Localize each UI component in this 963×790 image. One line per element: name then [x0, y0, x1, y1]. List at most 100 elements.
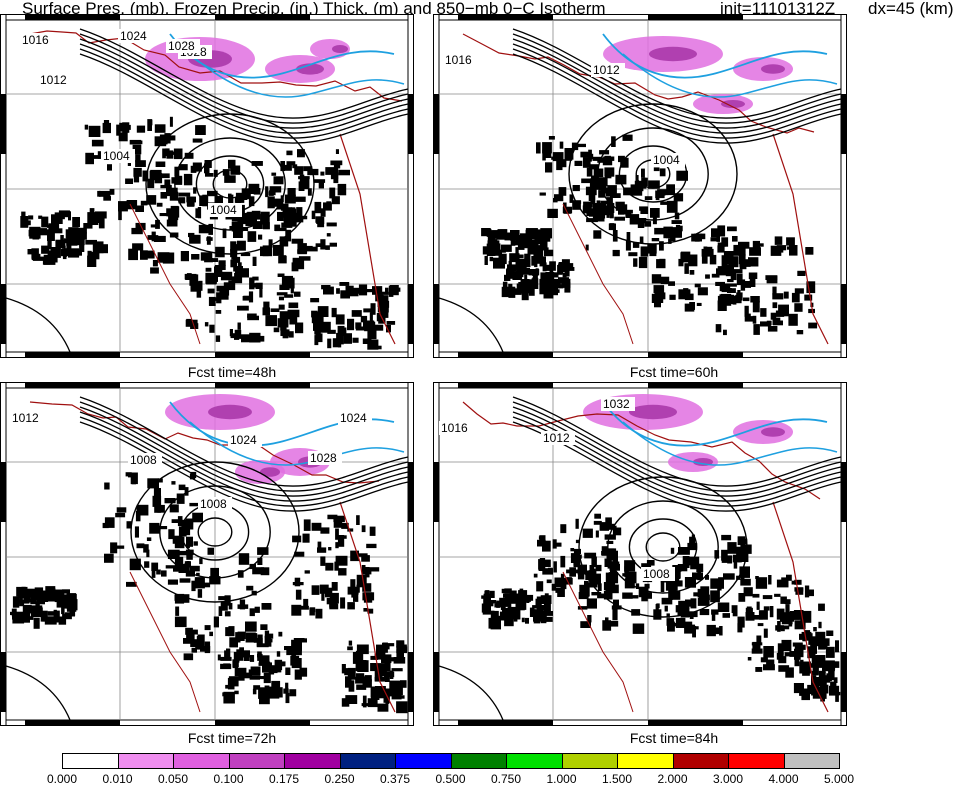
precip-cell	[484, 590, 489, 599]
precip-cell	[60, 248, 73, 257]
frame-tick-bar	[0, 462, 6, 522]
precip-cell	[267, 639, 273, 643]
precip-cell	[797, 270, 806, 276]
precip-cell	[87, 255, 97, 267]
precip-cell	[537, 539, 546, 547]
precip-cell	[558, 159, 567, 168]
panel-border	[433, 382, 847, 726]
precip-cell	[498, 251, 502, 262]
colorbar-tick-label: 3.000	[712, 772, 744, 786]
precip-cell	[195, 645, 205, 650]
precip-cell	[183, 173, 193, 186]
precip-cell	[603, 590, 613, 600]
precip-cell	[384, 662, 391, 672]
precip-cell	[185, 319, 198, 327]
precip-cell	[765, 275, 778, 280]
precip-cell	[372, 286, 383, 295]
precip-cell	[794, 645, 804, 650]
precip-cell	[554, 194, 564, 202]
precip-cell	[339, 282, 350, 286]
precip-cell	[369, 312, 373, 321]
precip-cell	[249, 655, 255, 662]
precip-cell	[68, 227, 79, 237]
precip-cell	[711, 228, 719, 238]
precip-cell	[649, 246, 657, 257]
precip-cell	[496, 600, 500, 608]
precip-cell	[558, 187, 567, 196]
precip-cell	[811, 655, 819, 667]
precip-cell	[396, 701, 408, 714]
precip-cell	[361, 555, 370, 562]
precip-cell	[610, 193, 621, 198]
precip-cell	[632, 623, 645, 634]
precip-cell	[135, 160, 146, 167]
precip-cell	[197, 589, 203, 598]
precip-cell	[794, 303, 803, 312]
contour-label: 1024	[340, 411, 367, 425]
precip-cell	[541, 559, 551, 567]
precip-cell	[286, 649, 292, 656]
precip-cell	[586, 218, 598, 223]
precip-cell	[151, 568, 156, 578]
precip-cell	[26, 616, 34, 620]
precip-cell	[482, 246, 490, 255]
isotherm-0c	[622, 53, 838, 98]
precip-cell	[679, 193, 683, 198]
precip-cell	[767, 326, 778, 332]
precip-cell	[143, 544, 149, 553]
precip-cell	[146, 195, 157, 205]
precip-cell	[498, 617, 511, 621]
precip-cell	[239, 647, 244, 651]
coastline	[129, 571, 201, 713]
precip-cell	[763, 646, 774, 658]
precip-cell	[195, 125, 206, 135]
precip-cell	[660, 276, 670, 285]
precip-cell	[705, 574, 709, 580]
precip-cell	[808, 308, 815, 314]
precip-cell	[488, 617, 499, 629]
precip-cell	[278, 304, 285, 310]
frame-edge	[433, 382, 440, 726]
precip-cell	[525, 617, 529, 624]
precip-cell	[294, 551, 305, 557]
precip-cell	[811, 670, 819, 676]
precip-cell	[109, 188, 115, 195]
map-panel-60h: 1016 1012 1004	[433, 14, 847, 358]
precip-cell	[97, 190, 101, 197]
precip-cell	[60, 235, 64, 244]
precip-cell	[533, 573, 538, 578]
precip-cell	[545, 162, 553, 173]
precip-cell	[336, 288, 340, 294]
precip-cell	[386, 324, 391, 333]
precip-cell	[532, 270, 539, 276]
precip-cell	[192, 162, 202, 172]
precip-cell	[285, 667, 291, 675]
precip-cell	[657, 189, 669, 196]
precip-cell	[206, 236, 211, 245]
contour-label: 1012	[593, 63, 620, 77]
precip-cell	[211, 297, 219, 301]
precip-cell	[818, 603, 825, 611]
precip-cell	[823, 688, 827, 699]
precip-cell	[84, 124, 89, 130]
precip-cell	[580, 151, 590, 158]
precip-cell	[215, 246, 225, 258]
precip-cell	[352, 652, 364, 664]
precip-cell	[705, 246, 713, 251]
isobar-line	[512, 38, 842, 129]
precip-cell	[688, 254, 698, 267]
precip-cell	[786, 237, 795, 246]
precip-cell	[165, 565, 176, 569]
precip-cell	[136, 543, 145, 549]
precip-cell	[752, 240, 760, 250]
precip-cell	[237, 570, 244, 578]
precip-cell	[232, 659, 239, 668]
precip-cell	[581, 178, 593, 184]
precip-cell	[144, 561, 150, 568]
precip-cell	[97, 213, 107, 217]
precip-cell	[733, 560, 738, 569]
precip-cell	[505, 594, 518, 602]
precip-cell	[501, 588, 511, 594]
precip-cell	[26, 588, 38, 598]
precip-cell	[791, 580, 799, 585]
